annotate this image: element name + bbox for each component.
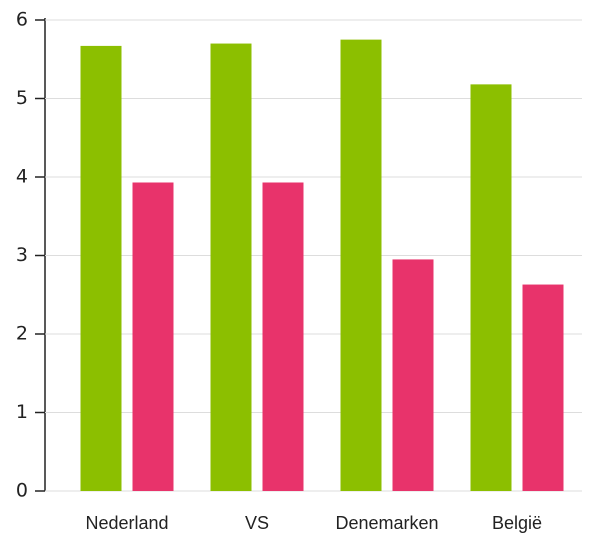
x-tick-label: Denemarken [335,513,438,533]
y-tick-label: 5 [16,87,28,109]
y-tick-label: 6 [16,9,28,31]
y-tick-label: 3 [16,244,28,266]
bar [522,284,564,491]
bar [392,259,434,491]
y-tick-label: 1 [16,401,28,423]
bar [340,39,382,491]
bar [80,45,122,491]
y-tick-label: 4 [16,166,28,188]
x-tick-label: Nederland [85,513,168,533]
x-tick-label: België [492,513,542,533]
bar [470,84,512,492]
y-tick-label: 2 [16,323,28,345]
y-tick-label: 0 [16,480,28,502]
bar [132,182,174,491]
bar [262,182,304,491]
bar [210,43,252,492]
x-tick-label: VS [245,513,269,533]
